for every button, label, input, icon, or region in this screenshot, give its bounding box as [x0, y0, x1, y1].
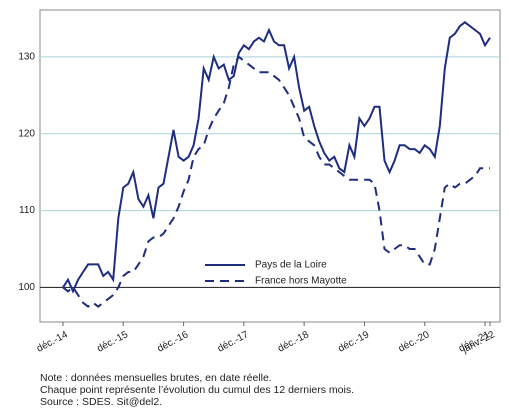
note: Note : données mensuelles brutes, en dat… — [40, 372, 272, 384]
x-tick-label: déc.-15 — [95, 329, 130, 355]
x-tick-label: déc.-16 — [156, 329, 191, 355]
note: Source : SDES. Sit@del2. — [40, 396, 162, 408]
x-tick-label: déc.-19 — [336, 329, 371, 355]
y-tick-label: 110 — [19, 205, 35, 216]
x-tick-label: déc.-17 — [216, 329, 251, 355]
series-line — [62, 21, 491, 294]
legend-label: France hors Mayotte — [255, 276, 347, 287]
y-tick-label: 100 — [18, 282, 35, 293]
x-tick-label: déc.-14 — [35, 329, 70, 355]
series-line — [62, 55, 490, 308]
x-tick-label: déc.-18 — [276, 329, 311, 355]
legend-label: Pays de la Loire — [255, 260, 327, 271]
x-tick-label: déc.-20 — [397, 329, 432, 355]
y-tick-label: 120 — [18, 128, 35, 139]
y-tick-label: 130 — [18, 52, 35, 63]
note: Chaque point représente l’évolution du c… — [40, 384, 354, 396]
plot-frame — [39, 9, 501, 323]
